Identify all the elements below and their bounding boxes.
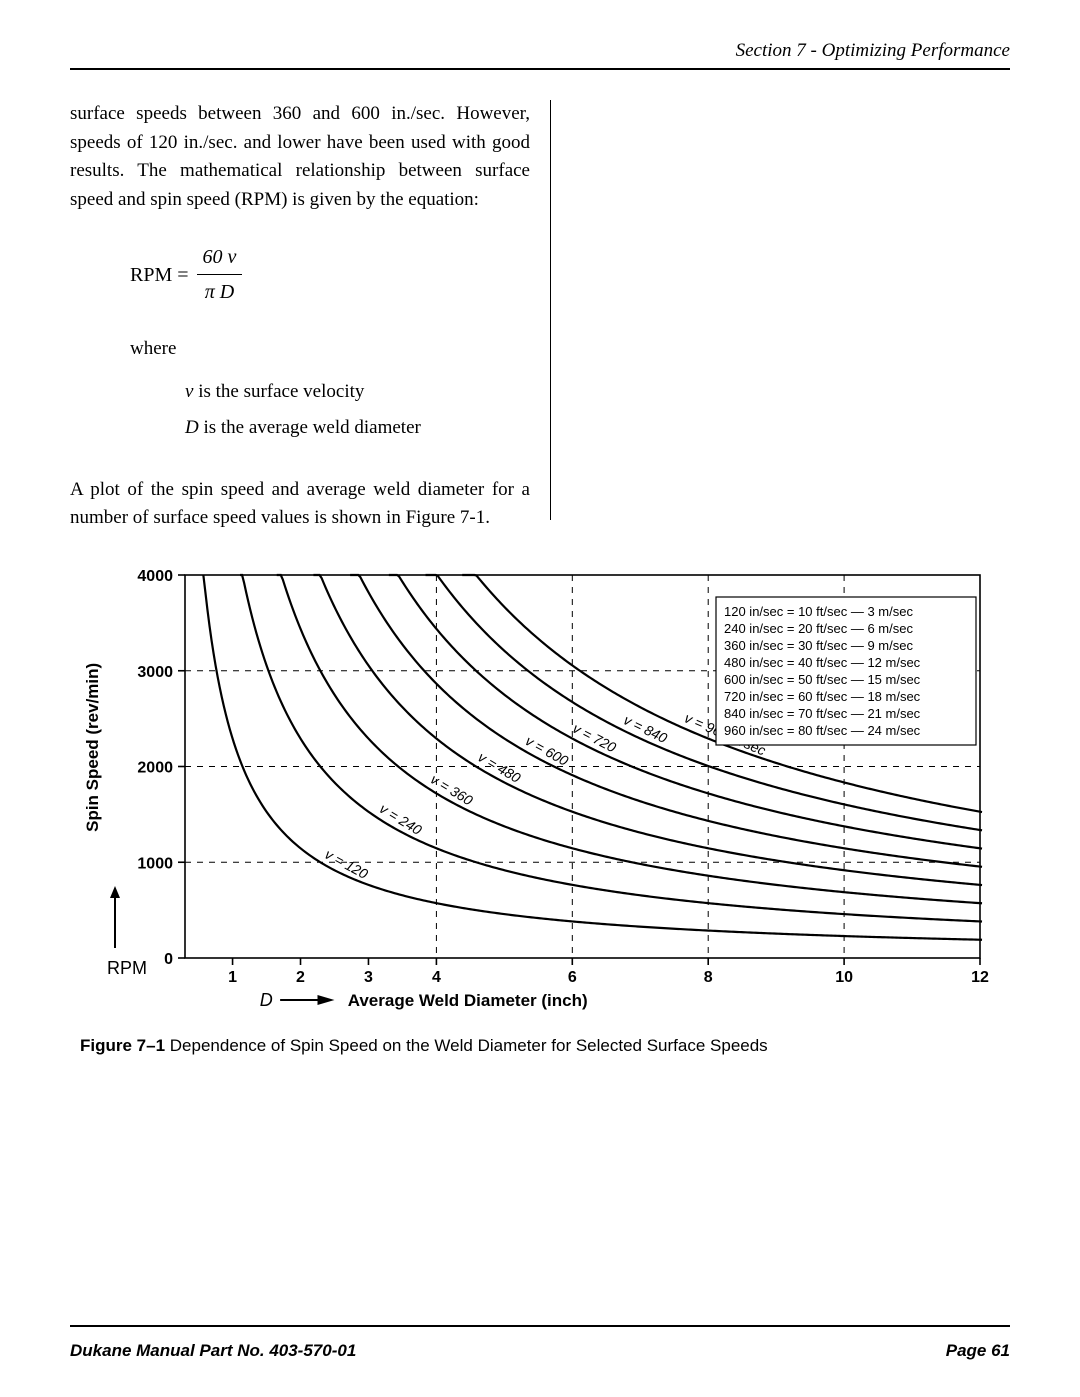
caption-bold: Figure 7–1 (80, 1036, 165, 1055)
top-rule (70, 68, 1010, 70)
svg-text:600 in/sec = 50 ft/sec — 15 m/: 600 in/sec = 50 ft/sec — 15 m/sec (724, 672, 921, 687)
eq-denominator: π D (199, 275, 240, 307)
footer-right: Page 61 (946, 1341, 1010, 1361)
equation: RPM = 60 v π D (130, 242, 530, 307)
svg-text:Average Weld Diameter (inch): Average Weld Diameter (inch) (348, 991, 588, 1010)
figure-caption: Figure 7–1 Dependence of Spin Speed on t… (80, 1036, 1010, 1056)
two-column-content: surface speeds between 360 and 600 in./s… (70, 100, 1010, 533)
svg-text:2: 2 (296, 969, 305, 986)
svg-text:6: 6 (568, 969, 577, 986)
svg-text:120 in/sec = 10 ft/sec — 3 m: 120 in/sec = 10 ft/sec — 3 m/sec (724, 604, 913, 619)
footer-left: Dukane Manual Part No. 403-570-01 (70, 1341, 356, 1361)
svg-text:RPM: RPM (107, 958, 147, 978)
svg-text:8: 8 (704, 969, 713, 986)
svg-text:3: 3 (364, 969, 373, 986)
svg-text:360 in/sec = 30 ft/sec — 9 m: 360 in/sec = 30 ft/sec — 9 m/sec (724, 638, 913, 653)
body-para1: surface speeds between 360 and 600 in./s… (70, 100, 530, 214)
eq-fraction: 60 v π D (197, 242, 243, 307)
svg-text:480 in/sec = 40 ft/sec — 12 m/: 480 in/sec = 40 ft/sec — 12 m/sec (724, 655, 921, 670)
svg-text:4000: 4000 (137, 568, 173, 585)
svg-text:0: 0 (164, 951, 173, 968)
caption-rest: Dependence of Spin Speed on the Weld Dia… (170, 1036, 768, 1055)
svg-text:D: D (260, 990, 273, 1010)
column-divider (550, 100, 551, 520)
body-para2: A plot of the spin speed and average wel… (70, 476, 530, 533)
svg-text:2000: 2000 (137, 759, 173, 776)
svg-text:4: 4 (432, 969, 441, 986)
def-v-tail: is the surface velocity (198, 381, 364, 402)
page-footer: Dukane Manual Part No. 403-570-01 Page 6… (70, 1341, 1010, 1361)
svg-text:720 in/sec = 60 ft/sec — 18 m/: 720 in/sec = 60 ft/sec — 18 m/sec (724, 689, 921, 704)
svg-text:Spin Speed (rev/min): Spin Speed (rev/min) (83, 662, 102, 831)
eq-numerator: 60 v (197, 242, 243, 275)
def-v: v is the surface velocity (185, 374, 530, 410)
svg-text:3000: 3000 (137, 663, 173, 680)
where-block: where v is the surface velocity D is the… (130, 335, 530, 446)
spin-speed-chart: v = 120v = 240v = 360v = 480v = 600v = 7… (70, 563, 1000, 1023)
chart-container: v = 120v = 240v = 360v = 480v = 600v = 7… (70, 563, 1010, 1056)
svg-text:960 in/sec = 80 ft/sec — 24 m/: 960 in/sec = 80 ft/sec — 24 m/sec (724, 723, 921, 738)
svg-text:10: 10 (835, 969, 853, 986)
bottom-rule (70, 1325, 1010, 1327)
def-D: D is the average weld diameter (185, 410, 530, 446)
eq-lhs: RPM = (130, 260, 189, 290)
svg-text:1: 1 (228, 969, 237, 986)
header-section-title: Section 7 - Optimizing Performance (70, 40, 1010, 62)
where-label: where (130, 335, 530, 364)
svg-text:240 in/sec = 20 ft/sec — 6 m: 240 in/sec = 20 ft/sec — 6 m/sec (724, 621, 913, 636)
svg-text:1000: 1000 (137, 855, 173, 872)
svg-text:12: 12 (971, 969, 989, 986)
def-D-tail: is the average weld diameter (203, 417, 420, 438)
svg-text:840 in/sec = 70 ft/sec — 21 m/: 840 in/sec = 70 ft/sec — 21 m/sec (724, 706, 921, 721)
left-column: surface speeds between 360 and 600 in./s… (70, 100, 530, 533)
